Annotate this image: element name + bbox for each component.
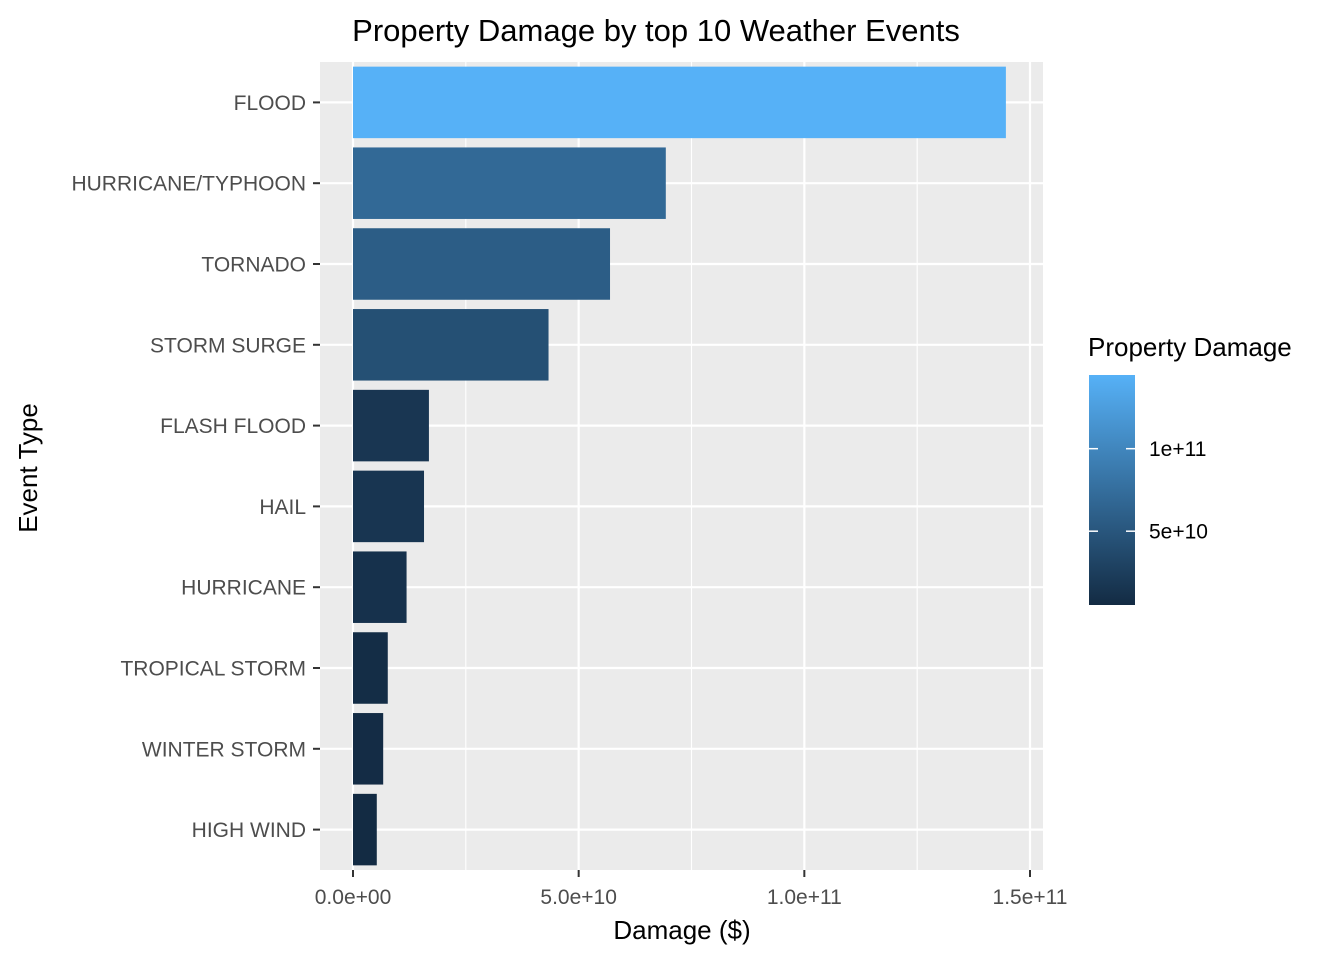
y-axis-title: Event Type [13,403,43,533]
y-tick-label: FLOOD [234,92,306,115]
x-axis: 0.0e+00 5.0e+10 1.0e+11 1.5e+11 [315,870,1068,909]
y-tick-label: FLASH FLOOD [160,415,306,438]
y-tick-label: TORNADO [201,254,306,277]
bar-high-wind [353,793,377,866]
bar-hurricane-typhoon [353,147,666,219]
y-tick-label: HURRICANE/TYPHOON [71,173,306,196]
y-tick-label: HAIL [259,496,306,519]
y-tick-label: WINTER STORM [142,738,306,761]
x-tick-label: 5.0e+10 [540,886,617,909]
bar-tropical-storm [353,632,388,704]
y-tick-label: HIGH WIND [192,819,306,842]
x-tick-label: 1.5e+11 [993,886,1068,909]
legend-break-label: 1e+11 [1149,438,1206,461]
bar-tornado [353,228,611,300]
bar-hurricane [353,551,407,623]
x-tick-label: 1.0e+11 [767,886,842,909]
y-axis: FLOOD HURRICANE/TYPHOON TORNADO STORM SURGE… [71,92,320,842]
legend-colorbar [1089,375,1135,605]
x-tick-label: 0.0e+00 [315,886,392,909]
y-tick-label: HURRICANE [181,577,306,600]
x-axis-title: Damage ($) [613,915,750,945]
bar-flash-flood [353,389,429,462]
bar-storm-surge [353,309,549,381]
legend-break-label: 5e+10 [1149,521,1208,544]
bar-flood [353,66,1006,139]
bar-series [353,66,1006,866]
y-tick-label: STORM SURGE [150,334,306,357]
y-tick-label: TROPICAL STORM [120,658,306,681]
legend-title: Property Damage [1088,332,1292,362]
legend: Property Damage 5e+10 1e+11 [1088,332,1292,605]
bar-winter-storm [353,713,384,785]
bar-hail [353,470,425,543]
chart-title: Property Damage by top 10 Weather Events [352,13,960,48]
